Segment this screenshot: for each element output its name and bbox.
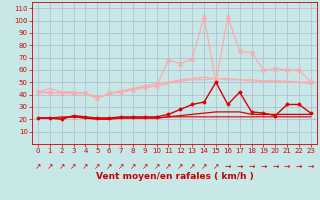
Text: ↗: ↗ <box>177 162 184 171</box>
Text: ↗: ↗ <box>189 162 196 171</box>
Text: ↗: ↗ <box>165 162 172 171</box>
Text: →: → <box>308 162 314 171</box>
Text: →: → <box>225 162 231 171</box>
Text: ↗: ↗ <box>201 162 207 171</box>
Text: ↗: ↗ <box>141 162 148 171</box>
Text: ↗: ↗ <box>153 162 160 171</box>
Text: ↗: ↗ <box>106 162 112 171</box>
Text: ↗: ↗ <box>213 162 219 171</box>
Text: ↗: ↗ <box>47 162 53 171</box>
Text: ↗: ↗ <box>94 162 100 171</box>
Text: ↗: ↗ <box>82 162 89 171</box>
Text: ↗: ↗ <box>130 162 136 171</box>
X-axis label: Vent moyen/en rafales ( km/h ): Vent moyen/en rafales ( km/h ) <box>96 172 253 181</box>
Text: →: → <box>296 162 302 171</box>
Text: →: → <box>272 162 278 171</box>
Text: ↗: ↗ <box>70 162 77 171</box>
Text: →: → <box>260 162 267 171</box>
Text: →: → <box>284 162 290 171</box>
Text: ↗: ↗ <box>59 162 65 171</box>
Text: →: → <box>236 162 243 171</box>
Text: ↗: ↗ <box>118 162 124 171</box>
Text: ↗: ↗ <box>35 162 41 171</box>
Text: →: → <box>248 162 255 171</box>
